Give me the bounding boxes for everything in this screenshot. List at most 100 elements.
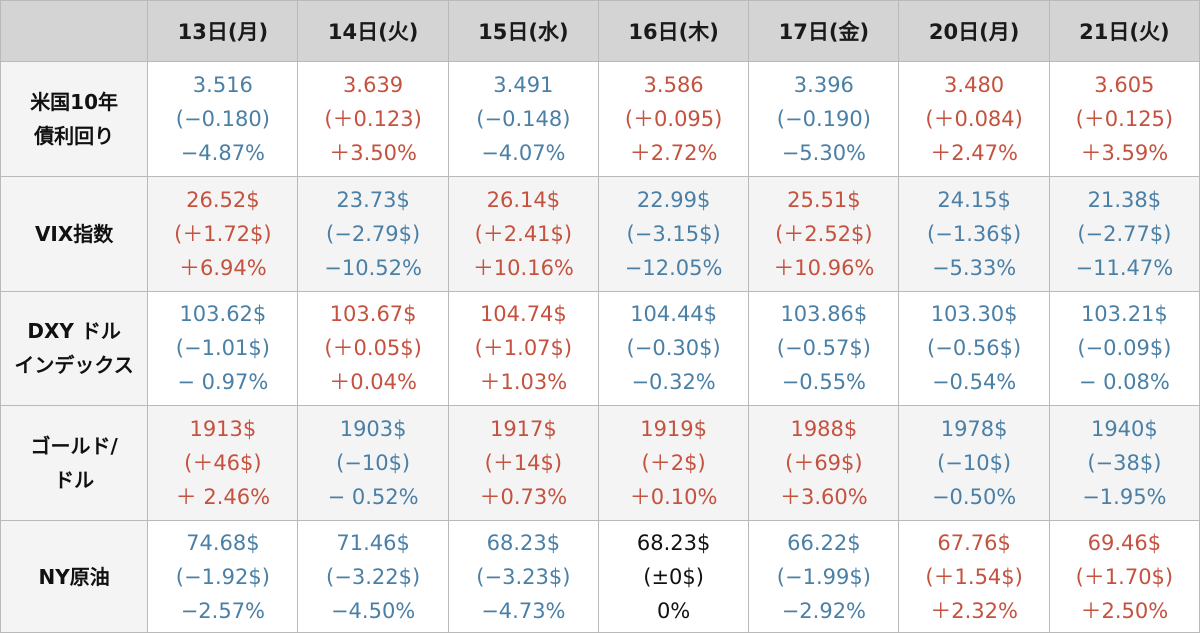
cell-percent: −2.92% [781, 598, 867, 623]
cell-change: (−0.30$) [626, 336, 721, 361]
data-cell: 1913$ (＋46$) ＋ 2.46% [147, 405, 299, 522]
cell-change: (−2.79$) [326, 221, 421, 246]
data-cell: 68.23$ (−3.23$) −4.73% [447, 520, 599, 633]
cell-value: 103.62$ [179, 302, 267, 327]
cell-percent: −4.87% [180, 140, 266, 165]
cell-value: 1978$ [940, 417, 1008, 442]
cell-change: (＋2.52$) [775, 221, 873, 246]
data-cell: 66.22$ (−1.99$) −2.92% [748, 520, 900, 633]
row-label: NY原油 [0, 520, 149, 633]
row-label: DXY ドル インデックス [0, 290, 149, 407]
row-label-line: ゴールド/ [30, 434, 118, 459]
cell-percent: −0.32% [631, 370, 716, 395]
cell-percent: −10.52% [324, 255, 422, 280]
cell-change: (＋46$) [184, 451, 262, 476]
data-cell: 3.480 (＋0.084) ＋2.47% [898, 61, 1050, 177]
cell-value: 104.74$ [479, 302, 567, 327]
cell-value: 3.639 [343, 72, 404, 97]
data-cell: 104.74$ (＋1.07$) ＋1.03% [447, 290, 599, 407]
data-cell: 3.491 (−0.148) −4.07% [447, 61, 599, 177]
cell-percent: −2.57% [180, 598, 266, 623]
data-cell: 67.76$ (＋1.54$) ＋2.32% [898, 520, 1050, 633]
cell-change: (−10$) [336, 451, 411, 476]
cell-percent: ＋3.59% [1080, 140, 1169, 165]
cell-change: (−0.180) [175, 106, 270, 131]
data-cell: 26.52$ (＋1.72$) ＋6.94% [147, 175, 299, 292]
cell-change: (＋1.54$) [925, 564, 1023, 589]
cell-percent: ＋0.10% [629, 485, 718, 510]
data-cell: 23.73$ (−2.79$) −10.52% [297, 175, 449, 292]
cell-percent: − 0.97% [177, 370, 269, 395]
data-cell: 3.639 (＋0.123) ＋3.50% [297, 61, 449, 177]
cell-percent: −11.47% [1075, 255, 1174, 280]
cell-percent: −0.50% [931, 485, 1017, 510]
data-cell: 26.14$ (＋2.41$) ＋10.16% [447, 175, 599, 292]
cell-value: 71.46$ [336, 530, 410, 555]
header-date: 15日(水) [447, 0, 599, 62]
cell-value: 1903$ [339, 417, 407, 442]
row-label-line: 米国10年 [30, 89, 119, 114]
cell-change: (−1.01$) [175, 336, 270, 361]
data-cell: 3.586 (＋0.095) ＋2.72% [597, 61, 750, 177]
cell-percent: ＋2.47% [930, 140, 1018, 165]
data-cell: 74.68$ (−1.92$) −2.57% [147, 520, 299, 633]
cell-percent: ＋3.50% [329, 140, 417, 165]
cell-change: (＋0.125) [1075, 106, 1174, 131]
cell-change: (＋1.70$) [1075, 564, 1174, 589]
header-date: 16日(木) [597, 0, 750, 62]
cell-value: 68.23$ [486, 530, 561, 555]
data-cell: 25.51$ (＋2.52$) ＋10.96% [748, 175, 900, 292]
cell-percent: −0.55% [781, 370, 867, 395]
cell-value: 25.51$ [787, 187, 861, 212]
cell-percent: ＋ 2.46% [175, 485, 271, 510]
data-cell: 3.605 (＋0.125) ＋3.59% [1048, 61, 1200, 177]
cell-value: 3.396 [793, 72, 854, 97]
header-date: 20日(月) [898, 0, 1050, 62]
cell-value: 1917$ [489, 417, 557, 442]
data-cell: 1903$ (−10$) − 0.52% [297, 405, 449, 522]
cell-change: (−1.36$) [927, 221, 1022, 246]
data-cell: 103.86$ (−0.57$) −0.55% [748, 290, 900, 407]
cell-value: 103.21$ [1080, 302, 1168, 327]
cell-percent: −1.95% [1082, 485, 1167, 510]
data-cell: 104.44$ (−0.30$) −0.32% [597, 290, 750, 407]
cell-percent: ＋3.60% [780, 485, 868, 510]
data-cell: 68.23$ (±0$) 0% [597, 520, 750, 633]
cell-change: (−0.57$) [776, 336, 871, 361]
cell-change: (±0$) [643, 564, 704, 589]
cell-value: 1940$ [1090, 417, 1158, 442]
cell-change: (−0.56$) [927, 336, 1022, 361]
cell-value: 1913$ [189, 417, 257, 442]
data-cell: 103.67$ (＋0.05$) ＋0.04% [297, 290, 449, 407]
data-cell: 71.46$ (−3.22$) −4.50% [297, 520, 449, 633]
row-label-line: ドル [54, 468, 95, 493]
row-label: 米国10年 債利回り [0, 61, 149, 177]
data-cell: 1917$ (＋14$) ＋0.73% [447, 405, 599, 522]
cell-change: (＋0.123) [324, 106, 422, 131]
cell-percent: −5.33% [931, 255, 1017, 280]
data-cell: 1940$ (−38$) −1.95% [1048, 405, 1200, 522]
cell-value: 22.99$ [636, 187, 711, 212]
cell-change: (−3.22$) [326, 564, 421, 589]
cell-value: 26.52$ [186, 187, 260, 212]
cell-percent: 0% [656, 598, 691, 623]
cell-value: 67.76$ [937, 530, 1011, 555]
cell-value: 21.38$ [1087, 187, 1162, 212]
cell-percent: −4.50% [330, 598, 416, 623]
cell-value: 74.68$ [186, 530, 260, 555]
header-date: 21日(火) [1048, 0, 1200, 62]
cell-change: (＋2$) [641, 451, 706, 476]
cell-percent: −5.30% [781, 140, 867, 165]
cell-value: 104.44$ [630, 302, 718, 327]
data-cell: 22.99$ (−3.15$) −12.05% [597, 175, 750, 292]
cell-value: 69.46$ [1087, 530, 1162, 555]
cell-percent: −4.07% [481, 140, 566, 165]
table-row-vix: VIX指数 26.52$ (＋1.72$) ＋6.94% 23.73$ (−2.79$… [0, 175, 1200, 292]
cell-value: 26.14$ [486, 187, 561, 212]
cell-value: 3.586 [643, 72, 704, 97]
header-row: 13日(月) 14日(火) 15日(水) 16日(木) 17日(金) 20日(月… [0, 0, 1200, 62]
cell-percent: −12.05% [624, 255, 723, 280]
data-cell: 3.396 (−0.190) −5.30% [748, 61, 900, 177]
cell-percent: −4.73% [481, 598, 566, 623]
row-label-line: NY原油 [38, 564, 110, 589]
